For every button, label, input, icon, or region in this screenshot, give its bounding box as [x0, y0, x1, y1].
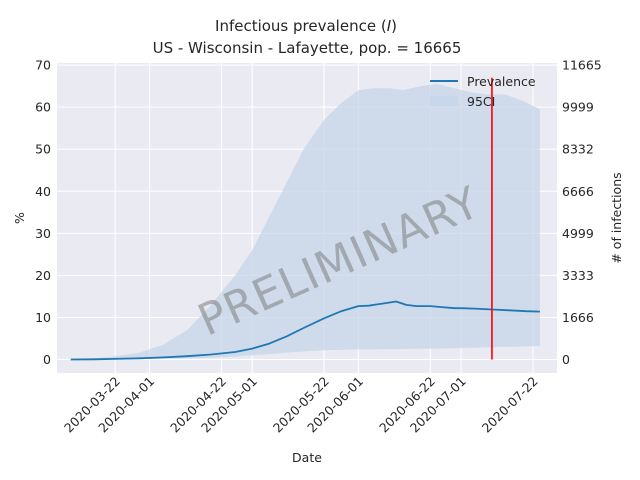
x-tick-label: 2020-07-22 [479, 374, 541, 436]
left-y-tick-label: 10 [35, 310, 51, 325]
title-text-start: Infectious prevalence ( [215, 17, 387, 35]
right-y-tick-label: 9999 [562, 100, 594, 115]
left-y-tick-label: 20 [35, 268, 51, 283]
prevalence-line [70, 300, 540, 361]
title-text-end: ) [391, 17, 397, 35]
right-y-tick-label: 3333 [562, 268, 594, 283]
left-y-axis-label: % [12, 212, 27, 224]
right-y-tick-label: 11665 [562, 58, 602, 73]
legend-ci-label: 95CI [467, 94, 495, 109]
ci-band-layer [70, 84, 540, 360]
left-y-tick-label: 30 [35, 226, 51, 241]
left-y-tick-label: 60 [35, 100, 51, 115]
ci-band [70, 84, 540, 360]
right-y-tick-label: 1666 [562, 310, 594, 325]
right-y-tick-label: 6666 [562, 184, 594, 199]
title-symbol: I [387, 17, 392, 35]
x-axis-label: Date [292, 450, 322, 465]
right-y-tick-label: 0 [562, 352, 570, 367]
legend-ci-swatch [430, 96, 458, 106]
right-y-axis-label: # of infections [609, 172, 624, 263]
right-y-tick-label: 8332 [562, 142, 594, 157]
left-y-tick-label: 70 [35, 58, 51, 73]
prevalence-line-layer [70, 300, 540, 361]
legend-prevalence-label: Prevalence [467, 74, 536, 89]
chart-title-line2: US - Wisconsin - Lafayette, pop. = 16665 [153, 39, 462, 57]
left-y-tick-labels: 0 10 20 30 40 50 60 70 [35, 58, 51, 367]
chart-title-line1: Infectious prevalence (I) [215, 17, 397, 35]
left-y-tick-label: 0 [43, 352, 51, 367]
left-y-tick-label: 40 [35, 184, 51, 199]
left-y-tick-label: 50 [35, 142, 51, 157]
right-y-tick-label: 4999 [562, 226, 594, 241]
right-y-tick-labels: 0 1666 3333 4999 6666 8332 9999 11665 [562, 58, 602, 367]
legend: Prevalence 95CI [430, 74, 536, 109]
